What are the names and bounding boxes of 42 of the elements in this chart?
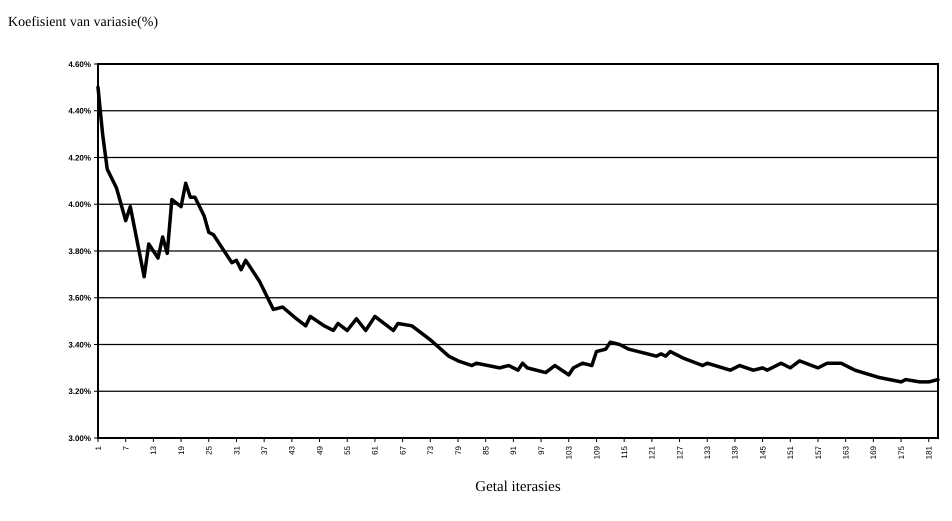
x-tick-label: 157 — [814, 445, 823, 460]
x-tick-label: 151 — [786, 445, 796, 460]
x-tick-label: 67 — [398, 445, 408, 455]
x-tick-label: 91 — [509, 445, 518, 455]
x-tick-label: 73 — [426, 445, 436, 455]
x-tick-label: 139 — [730, 445, 740, 460]
x-tick-label: 61 — [370, 445, 380, 455]
x-tick-label: 121 — [648, 445, 657, 460]
x-tick-label: 133 — [703, 445, 712, 460]
y-tick-label: 3.00% — [68, 434, 91, 443]
y-tick-label: 4.00% — [68, 200, 91, 210]
x-tick-label: 31 — [232, 445, 242, 455]
x-tick-label: 109 — [592, 445, 602, 460]
y-tick-label: 3.60% — [68, 294, 91, 303]
x-tick-label: 13 — [149, 445, 158, 455]
x-tick-label: 37 — [260, 445, 269, 455]
x-tick-label: 127 — [675, 445, 684, 460]
x-tick-label: 49 — [315, 445, 324, 455]
x-tick-label: 115 — [620, 445, 629, 459]
x-tick-label: 169 — [869, 445, 878, 460]
x-tick-label: 19 — [176, 445, 186, 455]
x-tick-label: 7 — [121, 445, 130, 450]
x-tick-label: 97 — [536, 445, 546, 455]
x-tick-label: 145 — [758, 445, 768, 460]
x-tick-label: 55 — [343, 445, 352, 455]
x-tick-label: 1 — [94, 445, 103, 450]
x-tick-label: 25 — [204, 445, 214, 455]
y-tick-label: 4.20% — [68, 153, 91, 162]
y-tick-label: 3.80% — [68, 246, 91, 256]
x-tick-label: 103 — [564, 445, 574, 460]
x-axis-title: Getal iterasies — [475, 479, 561, 495]
x-tick-label: 85 — [481, 445, 490, 455]
y-tick-label: 3.20% — [68, 387, 91, 396]
x-tick-label: 181 — [924, 445, 934, 460]
y-tick-label: 3.40% — [68, 340, 91, 350]
y-tick-label: 4.40% — [68, 106, 91, 116]
x-tick-label: 175 — [896, 445, 906, 460]
y-tick-label: 4.60% — [68, 60, 91, 69]
x-tick-label: 163 — [841, 445, 850, 460]
chart-title: Koefisient van variasie(%) — [8, 15, 158, 30]
x-tick-label: 43 — [288, 445, 297, 455]
x-tick-label: 79 — [454, 445, 463, 455]
